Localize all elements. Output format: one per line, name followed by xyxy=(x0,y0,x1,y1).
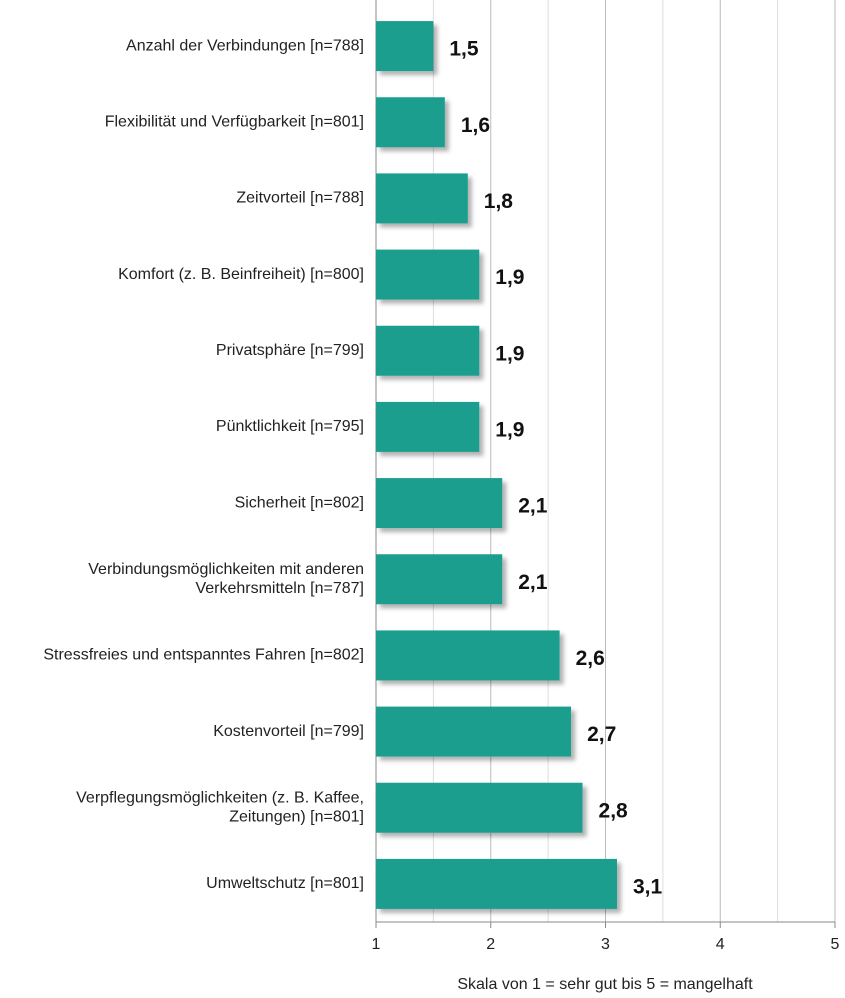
x-tick-label: 3 xyxy=(601,936,610,953)
x-axis-title: Skala von 1 = sehr gut bis 5 = mangelhaf… xyxy=(457,976,753,993)
bar xyxy=(376,858,617,909)
y-tick-label: Verbindungsmöglichkeiten mit anderen xyxy=(88,561,364,578)
y-tick-label: Zeitungen) [n=801] xyxy=(229,808,364,825)
x-tick-label: 5 xyxy=(831,936,840,953)
bar xyxy=(376,21,434,72)
value-label: 1,5 xyxy=(449,38,479,61)
value-label: 1,9 xyxy=(495,418,524,441)
y-tick-label: Verkehrsmitteln [n=787] xyxy=(195,580,364,597)
bar xyxy=(376,782,583,833)
bar xyxy=(376,630,560,681)
value-label: 1,8 xyxy=(484,190,514,213)
y-tick-label: Verpflegungsmöglichkeiten (z. B. Kaffee, xyxy=(76,789,364,806)
value-label: 2,7 xyxy=(587,723,616,746)
x-tick-label: 2 xyxy=(486,936,495,953)
bar xyxy=(376,97,445,148)
value-label: 3,1 xyxy=(633,875,663,898)
bar xyxy=(376,173,468,224)
y-tick-label: Pünktlichkeit [n=795] xyxy=(216,418,364,435)
value-label: 2,1 xyxy=(518,495,548,518)
bar xyxy=(376,325,480,376)
value-label: 1,9 xyxy=(495,266,524,289)
value-label: 2,6 xyxy=(576,647,605,670)
y-tick-label: Komfort (z. B. Beinfreiheit) [n=800] xyxy=(118,266,364,283)
y-tick-label: Flexibilität und Verfügbarkeit [n=801] xyxy=(105,113,364,130)
bar xyxy=(376,249,480,300)
bar xyxy=(376,401,480,452)
bar xyxy=(376,554,503,605)
y-tick-label: Privatsphäre [n=799] xyxy=(216,342,364,359)
bar xyxy=(376,706,572,757)
y-tick-label: Sicherheit [n=802] xyxy=(235,494,364,511)
y-tick-label: Kostenvorteil [n=799] xyxy=(213,723,364,740)
bar xyxy=(376,478,503,529)
y-tick-label: Zeitvorteil [n=788] xyxy=(236,190,364,207)
x-tick-label: 4 xyxy=(716,936,725,953)
value-label: 2,8 xyxy=(599,799,629,822)
y-tick-label: Anzahl der Verbindungen [n=788] xyxy=(126,37,364,54)
value-label: 1,9 xyxy=(495,342,524,365)
y-tick-label: Stressfreies und entspanntes Fahren [n=8… xyxy=(43,647,364,664)
y-tick-label: Umweltschutz [n=801] xyxy=(206,875,364,892)
x-tick-label: 1 xyxy=(372,936,381,953)
value-label: 1,6 xyxy=(461,114,490,137)
value-label: 2,1 xyxy=(518,571,548,594)
